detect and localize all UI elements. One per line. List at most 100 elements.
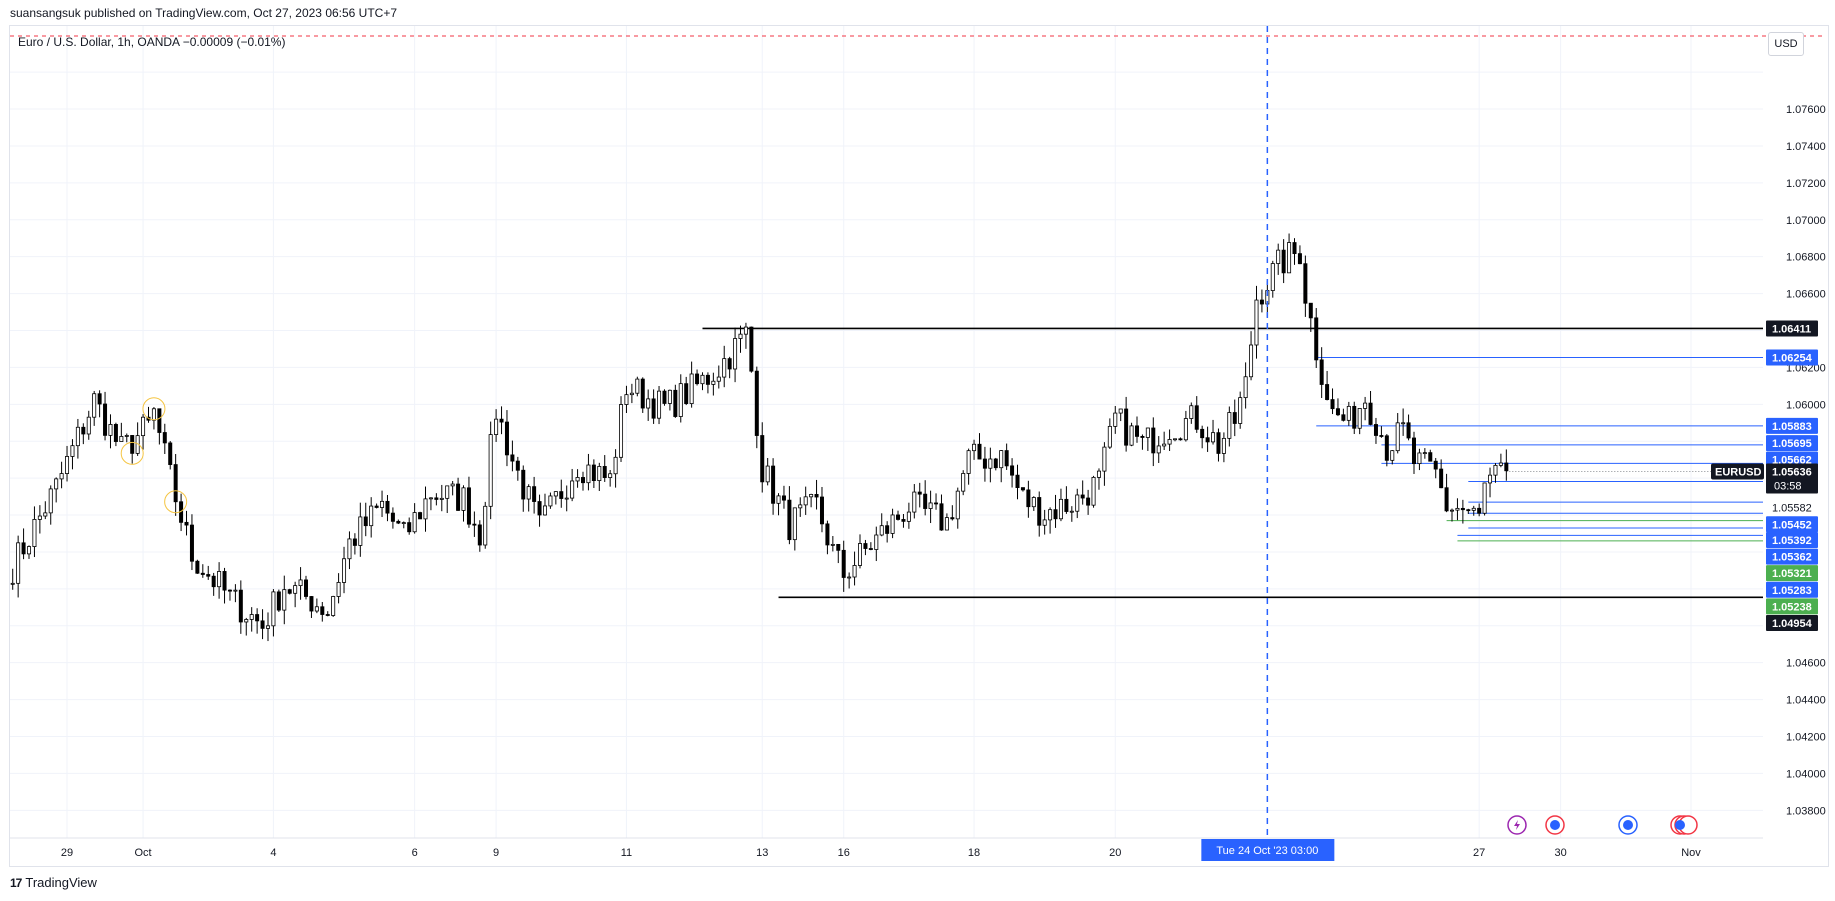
candle-body	[347, 538, 352, 560]
candle-body	[1037, 497, 1042, 526]
price-tag-label: 1.06254	[1772, 352, 1813, 364]
candle-body	[211, 575, 216, 588]
candle-body	[890, 514, 895, 534]
candle-body	[776, 495, 781, 504]
candle-body	[1477, 507, 1482, 514]
price-tag[interactable]	[1766, 581, 1818, 598]
price-tag[interactable]	[1766, 417, 1818, 434]
candle-body	[1439, 468, 1444, 489]
candle-body	[434, 497, 439, 500]
candle-body	[711, 380, 716, 385]
candle-body	[1200, 428, 1205, 439]
last-price-tag[interactable]	[1766, 463, 1818, 494]
candle-body	[1281, 249, 1286, 274]
price-tag[interactable]	[1766, 516, 1818, 533]
candle-body	[374, 505, 379, 508]
candle-body	[1064, 498, 1069, 512]
globe-stack-icon[interactable]	[1670, 815, 1698, 835]
price-tag[interactable]	[1766, 565, 1818, 582]
globe-icon[interactable]	[1618, 815, 1638, 835]
candle-body	[678, 383, 683, 417]
symbol-tag[interactable]	[1711, 463, 1764, 480]
candle-body	[1460, 507, 1465, 511]
candle-body	[1134, 425, 1139, 437]
candle-body	[1433, 460, 1438, 470]
candle-body	[1455, 507, 1460, 511]
candle-series	[10, 233, 1509, 642]
candle-body	[1156, 445, 1161, 454]
candle-body	[124, 435, 129, 437]
candle-body	[1417, 452, 1422, 465]
candle-body	[1444, 487, 1449, 512]
candle-body	[369, 505, 374, 527]
candle-body	[1020, 487, 1025, 491]
candle-body	[923, 493, 928, 509]
candle-body	[32, 519, 37, 547]
candle-body	[1042, 519, 1047, 526]
candle-body	[1276, 249, 1281, 264]
candle-body	[70, 445, 75, 457]
price-tag[interactable]	[1766, 598, 1818, 615]
candle-body	[765, 465, 770, 483]
candle-body	[1319, 359, 1324, 385]
candle-body	[358, 516, 363, 546]
candle-body	[352, 538, 357, 546]
price-tick: 1.04400	[1786, 695, 1826, 707]
candle-body	[385, 500, 390, 514]
price-tag[interactable]	[1766, 349, 1818, 366]
us-flag-icon[interactable]	[1545, 815, 1565, 835]
chart-frame[interactable]	[9, 25, 1829, 867]
crosshair: Tue 24 Oct '23 03:00	[1201, 26, 1335, 861]
event-dot	[1550, 820, 1560, 830]
candle-body	[1145, 427, 1150, 438]
candle-body	[141, 416, 146, 437]
countdown-label: 03:58	[1774, 480, 1802, 492]
lightning-icon[interactable]	[1507, 815, 1527, 835]
candle-body	[200, 572, 205, 575]
candle-body	[320, 606, 325, 615]
marker-circle	[164, 490, 188, 514]
candle-body	[526, 486, 531, 500]
candle-body	[906, 511, 911, 522]
symbol-legend[interactable]: Euro / U.S. Dollar, 1h, OANDA −0.00009 (…	[18, 35, 286, 49]
crosshair-date-tag[interactable]	[1201, 839, 1335, 861]
candle-body	[499, 418, 504, 423]
price-tag[interactable]	[1766, 531, 1818, 548]
price-tag[interactable]	[1766, 548, 1818, 565]
time-tick: 4	[270, 847, 276, 859]
candle-body	[428, 497, 433, 500]
candle-body	[754, 370, 759, 436]
price-tag[interactable]	[1766, 615, 1818, 632]
candle-body	[1102, 446, 1107, 472]
candle-body	[657, 390, 662, 419]
footer-brand[interactable]: 17 TradingView	[10, 875, 97, 890]
candle-body	[271, 591, 276, 627]
candle-body	[461, 487, 466, 511]
candle-body	[1096, 470, 1101, 478]
candle-body	[189, 524, 194, 562]
candle-body	[695, 373, 700, 385]
candle-body	[217, 571, 222, 588]
currency-button[interactable]: USD	[1768, 32, 1804, 56]
price-tag-label: 1.05582	[1772, 503, 1812, 515]
price-tag-label: 1.05321	[1772, 568, 1812, 580]
candle-body	[575, 477, 580, 482]
candle-body	[581, 477, 586, 484]
price-tag[interactable]	[1766, 435, 1818, 452]
candle-body	[1189, 405, 1194, 419]
candle-body	[456, 483, 461, 511]
price-tag[interactable]	[1766, 499, 1818, 516]
price-tag[interactable]	[1766, 320, 1818, 337]
candle-body	[65, 456, 70, 474]
candle-body	[1287, 242, 1292, 274]
candle-body	[472, 523, 477, 526]
price-tick: 1.04200	[1786, 732, 1826, 744]
candle-body	[1107, 425, 1112, 448]
candle-body	[1221, 437, 1226, 454]
candle-body	[276, 591, 281, 611]
candle-body	[901, 519, 906, 522]
candle-body	[586, 464, 591, 484]
price-axis: 1.07600 1.07400 1.07200 1.07000 1.06800 1.066…	[1786, 104, 1826, 817]
price-tick: 1.06000	[1786, 399, 1826, 411]
